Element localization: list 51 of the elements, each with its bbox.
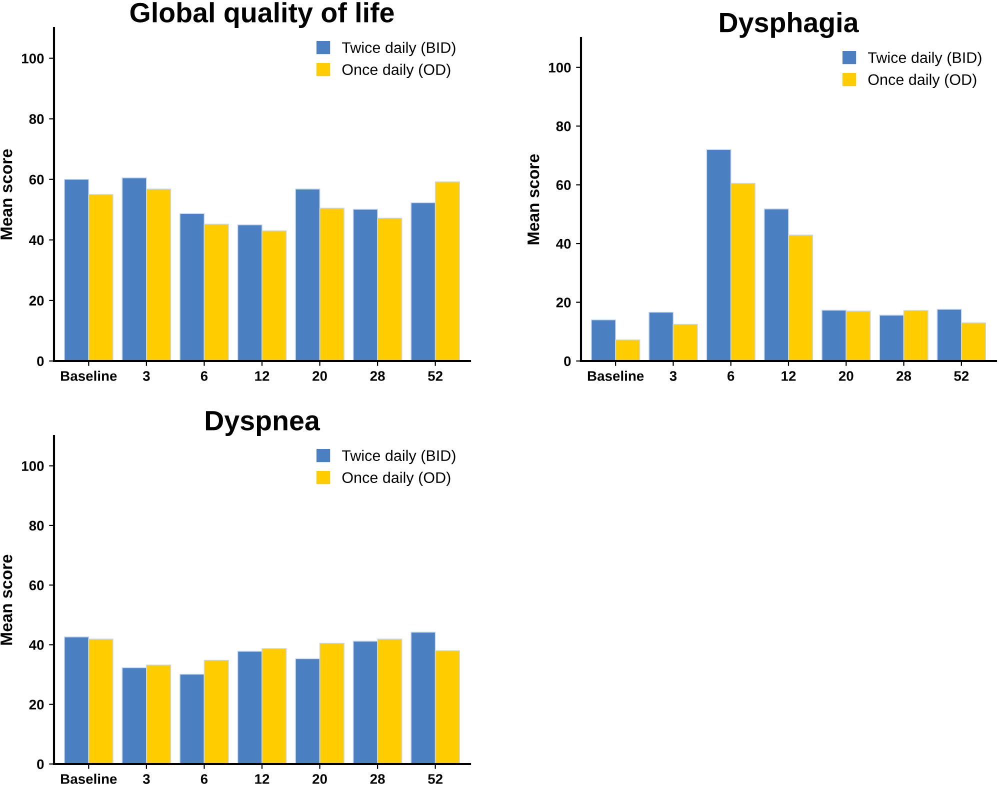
y-tick-label: 60 (556, 180, 571, 190)
y-axis-title: Mean score (528, 154, 540, 244)
y-tick-label: 80 (29, 114, 44, 124)
chart-title: Dysphagia (720, 12, 859, 38)
x-tick-label: 20 (838, 371, 854, 381)
x-tick-label: 28 (370, 371, 385, 381)
y-tick-label: 40 (29, 235, 44, 246)
chart-title: Global quality of life (130, 2, 394, 28)
y-tick-label: 20 (29, 700, 44, 710)
y-tick-label: 100 (548, 62, 571, 73)
y-tick-label: 60 (29, 174, 44, 185)
y-tick-label: 40 (556, 238, 571, 249)
x-tick-label: 3 (670, 371, 677, 381)
y-tick-label: 20 (556, 298, 571, 308)
y-axis-title: Mean score (0, 149, 12, 240)
x-tick-label: 20 (312, 774, 327, 784)
x-tick-label: 6 (200, 774, 208, 784)
x-tick-label: 6 (200, 371, 208, 381)
legend-label: Once daily (OD) (342, 64, 450, 78)
x-tick-label: Baseline (588, 370, 644, 381)
legend-label: Twice daily (BID) (868, 52, 982, 66)
x-tick-label: 12 (782, 371, 796, 381)
y-tick-label: 60 (29, 580, 44, 590)
x-tick-label: Baseline (61, 370, 117, 381)
x-tick-label: 28 (896, 371, 912, 381)
legend-label: Twice daily (BID) (342, 450, 456, 464)
legend-label: Twice daily (BID) (342, 42, 456, 56)
x-tick-label: 3 (142, 774, 150, 784)
y-tick-label: 0 (37, 759, 44, 770)
x-tick-label: 12 (255, 371, 270, 381)
y-tick-label: 100 (22, 461, 44, 471)
legend-label: Once daily (OD) (868, 74, 976, 88)
chart-title: Dyspnea (206, 411, 320, 436)
x-tick-label: 6 (728, 371, 734, 381)
y-tick-label: 0 (564, 356, 571, 366)
y-tick-label: 0 (37, 356, 44, 366)
y-tick-label: 100 (22, 54, 44, 64)
y-tick-label: 20 (29, 296, 44, 306)
legend-label: Once daily (OD) (342, 472, 450, 486)
x-tick-label: 20 (312, 371, 327, 381)
x-tick-label: 52 (428, 371, 442, 381)
y-tick-label: 40 (29, 640, 44, 650)
x-tick-label: 52 (954, 371, 969, 381)
x-tick-label: 12 (255, 774, 270, 784)
x-tick-label: 28 (370, 774, 385, 784)
y-tick-label: 80 (556, 121, 571, 132)
y-axis-title: Mean score (0, 554, 12, 645)
x-tick-label: Baseline (61, 774, 117, 784)
y-tick-label: 80 (29, 520, 44, 531)
x-tick-label: 52 (428, 774, 442, 784)
x-tick-label: 3 (142, 371, 150, 381)
